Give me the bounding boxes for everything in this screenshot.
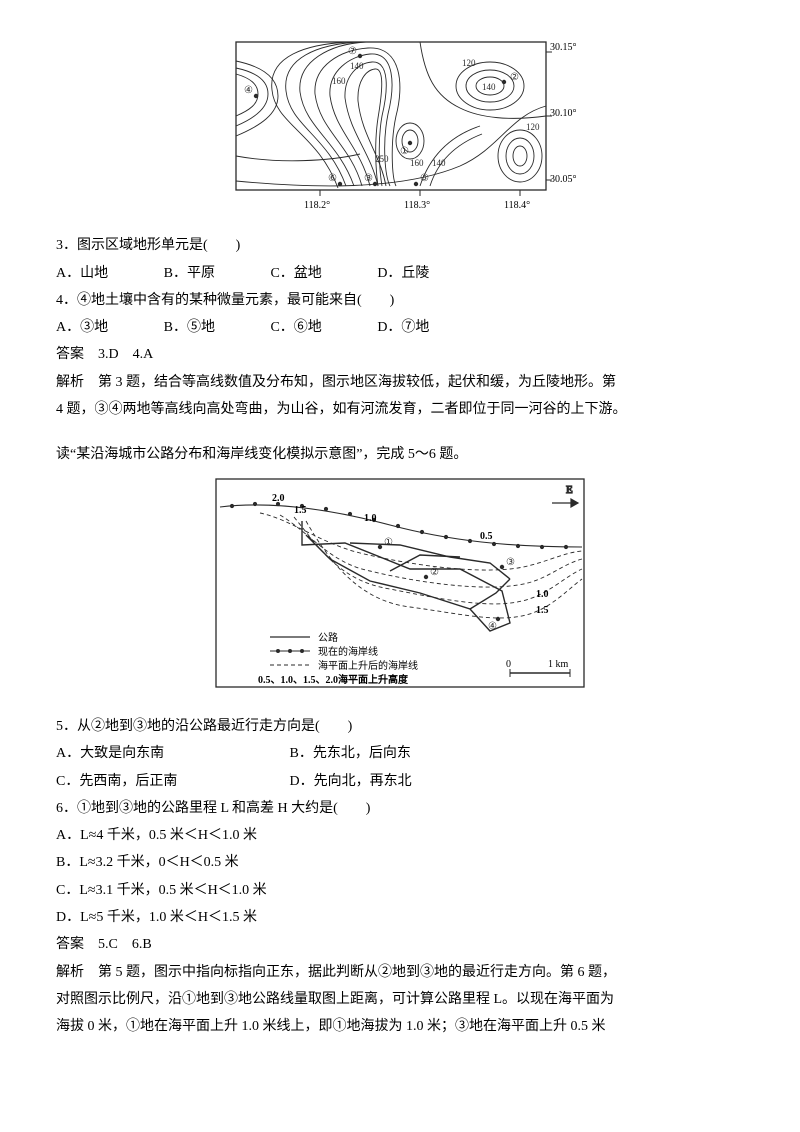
figure-1: 140 160 120 140 120 250 160 140 ① ② ③ ④ …: [56, 36, 744, 222]
svg-text:1.5: 1.5: [536, 605, 549, 616]
svg-text:④: ④: [488, 621, 497, 632]
svg-text:公路: 公路: [318, 631, 338, 644]
q3-options: A．山地 B．平原 C．盆地 D．丘陵: [56, 260, 744, 287]
answer-56: 答案 5.C 6.B: [56, 931, 744, 958]
svg-text:160: 160: [410, 158, 424, 168]
svg-text:⑤: ⑤: [420, 173, 429, 184]
q3-A: A．山地: [56, 260, 108, 287]
q5-stem: 5．从②地到③地的沿公路最近行走方向是( ): [56, 713, 744, 740]
svg-text:120: 120: [462, 58, 476, 68]
svg-text:E: E: [566, 484, 573, 496]
svg-text:140: 140: [350, 61, 364, 71]
svg-text:118.2°: 118.2°: [304, 200, 330, 211]
q5-options-2: C．先西南，后正南 D．先向北，再东北: [56, 768, 744, 795]
svg-text:②: ②: [430, 567, 439, 578]
svg-text:250: 250: [375, 154, 389, 164]
q6-C: C．L≈3.1 千米，0.5 米＜H＜1.0 米: [56, 877, 744, 904]
q5-D: D．先向北，再东北: [290, 768, 520, 795]
svg-text:1 km: 1 km: [548, 659, 569, 670]
q3-B: B．平原: [164, 260, 215, 287]
svg-text:140: 140: [432, 158, 446, 168]
svg-text:160: 160: [332, 76, 346, 86]
intro56: 读“某沿海城市公路分布和海岸线变化模拟示意图”，完成 5～6 题。: [56, 441, 744, 468]
q4-C: C．⑥地: [270, 314, 321, 341]
exp34-l1: 解析 第 3 题，结合等高线数值及分布知，图示地区海拔较低，起伏和缓，为丘陵地形…: [56, 369, 744, 396]
svg-text:⑦: ⑦: [348, 46, 357, 57]
svg-text:③: ③: [364, 173, 373, 184]
svg-text:1.5: 1.5: [294, 505, 307, 516]
exp56-l2: 对照图示比例尺，沿①地到③地公路线量取图上距离，可计算公路里程 L。以现在海平面…: [56, 986, 744, 1013]
q5-B: B．先东北，后向东: [290, 740, 520, 767]
q4-A: A．③地: [56, 314, 108, 341]
q4-options: A．③地 B．⑤地 C．⑥地 D．⑦地: [56, 314, 744, 341]
exp34-l2: 4 题，③④两地等高线向高处弯曲，为山谷，如有河流发育，二者即位于同一河谷的上下…: [56, 396, 744, 423]
svg-text:30.05°: 30.05°: [550, 174, 577, 185]
svg-text:30.15°: 30.15°: [550, 42, 577, 53]
svg-text:2.0: 2.0: [272, 493, 285, 504]
exp56-l3: 海拔 0 米，①地在海平面上升 1.0 米线上，即①地海拔为 1.0 米；③地在…: [56, 1013, 744, 1040]
q6-B: B．L≈3.2 千米，0＜H＜0.5 米: [56, 849, 744, 876]
q3-C: C．盆地: [270, 260, 321, 287]
svg-text:现在的海岸线: 现在的海岸线: [318, 645, 378, 658]
svg-text:140: 140: [482, 82, 496, 92]
svg-text:④: ④: [244, 85, 253, 96]
q5-options-1: A．大致是向东南 B．先东北，后向东: [56, 740, 744, 767]
q4-B: B．⑤地: [164, 314, 215, 341]
answer-34: 答案 3.D 4.A: [56, 341, 744, 368]
svg-text:118.4°: 118.4°: [504, 200, 530, 211]
exp56-l1: 解析 第 5 题，图示中指向标指向正东，据此判断从②地到③地的最近行走方向。第 …: [56, 959, 744, 986]
svg-text:海平面上升后的海岸线: 海平面上升后的海岸线: [318, 659, 418, 672]
svg-text:30.10°: 30.10°: [550, 108, 577, 119]
q5-A: A．大致是向东南: [56, 740, 286, 767]
svg-text:③: ③: [506, 557, 515, 568]
q5-C: C．先西南，后正南: [56, 768, 286, 795]
svg-text:①: ①: [400, 146, 409, 157]
q6-A: A．L≈4 千米，0.5 米＜H＜1.0 米: [56, 822, 744, 849]
q3-stem: 3．图示区域地形单元是( ): [56, 232, 744, 259]
svg-text:0.5: 0.5: [480, 531, 493, 542]
svg-text:①: ①: [384, 537, 393, 548]
svg-text:118.3°: 118.3°: [404, 200, 430, 211]
q3-D: D．丘陵: [377, 260, 429, 287]
svg-text:1.0: 1.0: [364, 513, 377, 524]
svg-text:0: 0: [506, 659, 511, 670]
q4-D: D．⑦地: [377, 314, 429, 341]
svg-text:120: 120: [526, 122, 540, 132]
svg-text:1.0: 1.0: [536, 589, 549, 600]
svg-text:⑥: ⑥: [328, 173, 337, 184]
q6-stem: 6．①地到③地的公路里程 L 和高差 H 大约是( ): [56, 795, 744, 822]
svg-text:0.5、1.0、1.5、2.0海平面上升高度: 0.5、1.0、1.5、2.0海平面上升高度: [258, 673, 409, 686]
q4-stem: 4．④地土壤中含有的某种微量元素，最可能来自( ): [56, 287, 744, 314]
svg-text:②: ②: [510, 72, 519, 83]
q6-D: D．L≈5 千米，1.0 米＜H＜1.5 米: [56, 904, 744, 931]
figure-2: E ① ② ③: [56, 473, 744, 703]
